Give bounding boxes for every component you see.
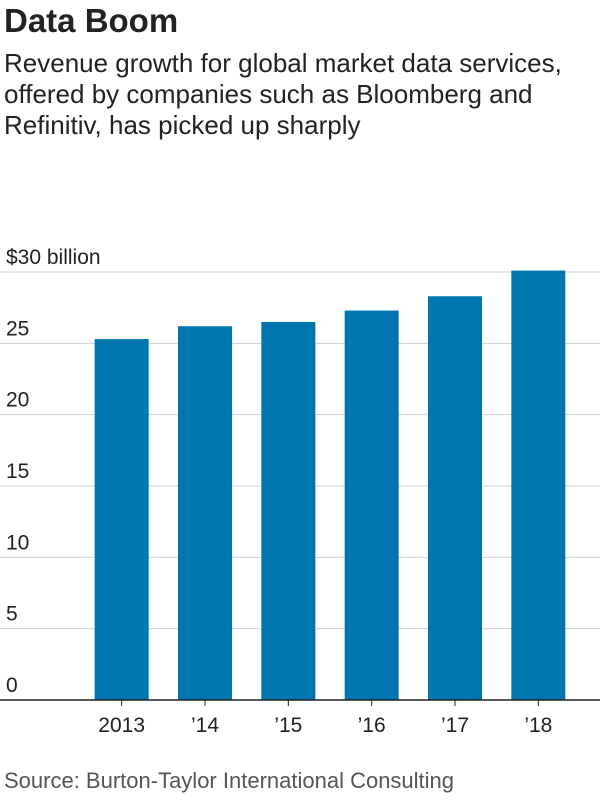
x-tick-label-1: ’14 — [191, 714, 219, 737]
source-note: Source: Burton-Taylor International Cons… — [4, 768, 455, 793]
y-tick-label-5: 5 — [6, 603, 18, 626]
x-tick-label-0: 2013 — [98, 714, 145, 737]
bar-2 — [261, 321, 316, 700]
bar-1 — [178, 326, 232, 700]
x-tick-label-5: ’18 — [524, 714, 552, 737]
tick-labels: 0 5 10 15 20 25 $30 billion 2013 ’14 ’15 ’16 ’17 ’18 — [6, 246, 552, 737]
bar-3 — [344, 310, 399, 700]
chart-subtitle: Revenue growth for global market data se… — [4, 48, 562, 140]
y-tick-label-15: 15 — [6, 460, 29, 483]
y-tick-label-20: 20 — [6, 389, 29, 412]
y-tick-label-30: $30 billion — [6, 246, 101, 269]
bar-5 — [511, 270, 566, 700]
y-tick-label-25: 25 — [6, 317, 29, 340]
x-tick-label-3: ’16 — [358, 714, 386, 737]
bar-0 — [94, 339, 149, 700]
x-tick-label-4: ’17 — [441, 714, 469, 737]
axes — [0, 699, 600, 706]
y-tick-label-10: 10 — [6, 531, 29, 554]
bar-4 — [428, 296, 482, 700]
y-tick-label-0: 0 — [6, 674, 18, 697]
chart-title: Data Boom — [4, 2, 179, 39]
bars — [94, 270, 566, 700]
x-tick-label-2: ’15 — [274, 714, 302, 737]
